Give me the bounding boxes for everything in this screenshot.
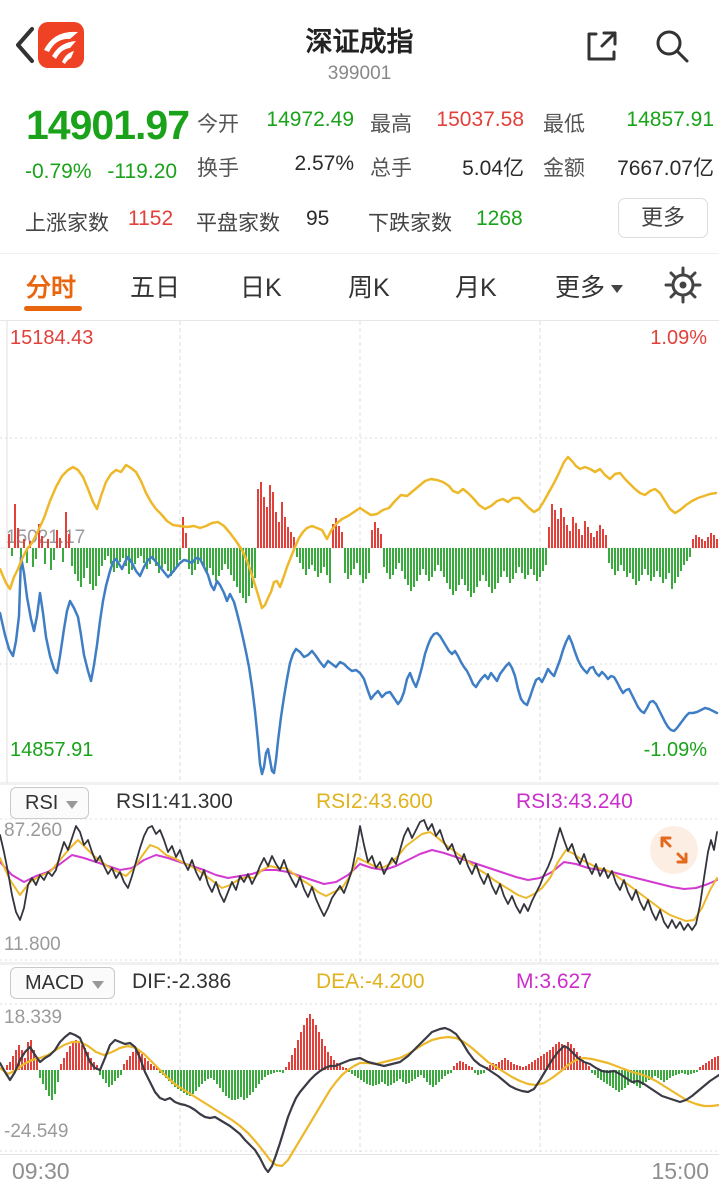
active-tab-underline <box>24 306 82 311</box>
macd-indicator-selector[interactable]: MACD <box>10 967 115 999</box>
dea-value: DEA:-4.200 <box>316 970 425 993</box>
last-price: 14901.97 <box>26 102 190 148</box>
tab-minute[interactable]: 分时 <box>26 274 77 302</box>
rsi-indicator-selector[interactable]: RSI <box>10 787 90 819</box>
tab-daily-k[interactable]: 日K <box>240 274 282 302</box>
stat-high-label: 最高 <box>370 113 412 136</box>
header: 深证成指 399001 <box>0 0 719 90</box>
rsi-max-label: 87.260 <box>4 820 63 841</box>
rsi-chart[interactable] <box>0 818 719 962</box>
stat-volume-value: 5.04亿 <box>462 157 524 180</box>
stat-amount-value: 7667.07亿 <box>617 157 714 180</box>
change-value: -119.20 <box>107 160 178 183</box>
unchanged-value: 95 <box>306 207 330 230</box>
m-value: M:3.627 <box>516 970 592 993</box>
tab-more[interactable]: 更多 <box>555 268 624 304</box>
price-change: -0.79% -119.20 <box>25 160 177 184</box>
tab-weekly-k[interactable]: 周K <box>348 274 390 302</box>
tab-more-label: 更多 <box>555 274 606 302</box>
advancers-label: 上涨家数 <box>25 212 109 235</box>
intraday-chart-panel[interactable]: 15021.17 15184.43 1.09% 14857.91 -1.09% <box>0 320 719 783</box>
tab-five-day[interactable]: 五日 <box>130 274 181 302</box>
stat-amount-label: 金额 <box>543 157 585 180</box>
dif-value: DIF:-2.386 <box>132 970 232 993</box>
stat-low-value: 14857.91 <box>626 108 714 131</box>
gear-icon[interactable] <box>662 264 704 306</box>
divider <box>0 962 719 965</box>
macd-selector-label: MACD <box>25 972 84 994</box>
app-logo-icon[interactable] <box>38 22 84 68</box>
rsi1-value: RSI1:41.300 <box>116 790 233 813</box>
chart-min-pct-label: -1.09% <box>643 739 707 761</box>
time-end-label: 15:00 <box>651 1158 709 1184</box>
chart-max-pct-label: 1.09% <box>650 327 707 349</box>
decliners-label: 下跌家数 <box>368 212 452 235</box>
rsi-chart-panel[interactable]: 87.260 11.800 <box>0 818 719 962</box>
stat-volume-label: 总手 <box>370 157 412 180</box>
expand-arrows-icon <box>660 836 688 864</box>
rsi-header: RSI RSI1:41.300 RSI2:43.600 RSI3:43.240 <box>0 785 719 819</box>
quote-section: 14901.97 -0.79% -119.20 今开 14972.49 最高 1… <box>0 90 719 252</box>
chart-tabs: 分时 五日 日K 周K 月K 更多 <box>0 253 719 321</box>
stat-turnover-label: 换手 <box>197 157 239 180</box>
unchanged-label: 平盘家数 <box>196 212 280 235</box>
time-axis: 09:30 15:00 <box>0 1154 719 1185</box>
chevron-down-icon <box>611 285 624 294</box>
decliners-value: 1268 <box>476 207 523 230</box>
divider <box>0 782 719 785</box>
intraday-chart[interactable] <box>0 321 719 783</box>
back-icon[interactable] <box>10 24 40 66</box>
stat-high-value: 15037.58 <box>436 108 524 131</box>
stat-open-value: 14972.49 <box>266 108 354 131</box>
macd-max-label: 18.339 <box>4 1007 63 1028</box>
rsi2-value: RSI2:43.600 <box>316 790 433 813</box>
stock-code: 399001 <box>327 63 392 84</box>
stat-open-label: 今开 <box>197 113 239 136</box>
chevron-down-icon <box>91 981 104 989</box>
macd-header: MACD DIF:-2.386 DEA:-4.200 M:3.627 <box>0 965 719 1003</box>
change-percent: -0.79% <box>25 160 92 183</box>
rsi-selector-label: RSI <box>25 792 59 814</box>
chart-min-price-label: 14857.91 <box>10 739 94 761</box>
macd-chart[interactable] <box>0 1003 719 1174</box>
more-button[interactable]: 更多 <box>618 198 708 238</box>
tab-monthly-k[interactable]: 月K <box>455 274 497 302</box>
chevron-down-icon <box>66 801 79 809</box>
stat-low-label: 最低 <box>543 113 585 136</box>
advancers-value: 1152 <box>128 207 174 230</box>
macd-min-label: -24.549 <box>4 1121 69 1142</box>
share-icon[interactable] <box>582 26 622 66</box>
rsi-min-label: 11.800 <box>4 934 61 955</box>
chart-max-price-label: 15184.43 <box>10 327 94 349</box>
stat-turnover-value: 2.57% <box>294 152 354 175</box>
macd-chart-panel[interactable]: 18.339 -24.549 <box>0 1003 719 1174</box>
time-start-label: 09:30 <box>12 1158 70 1184</box>
rsi3-value: RSI3:43.240 <box>516 790 633 813</box>
expand-chart-badge[interactable] <box>650 826 698 874</box>
search-icon[interactable] <box>652 26 692 66</box>
